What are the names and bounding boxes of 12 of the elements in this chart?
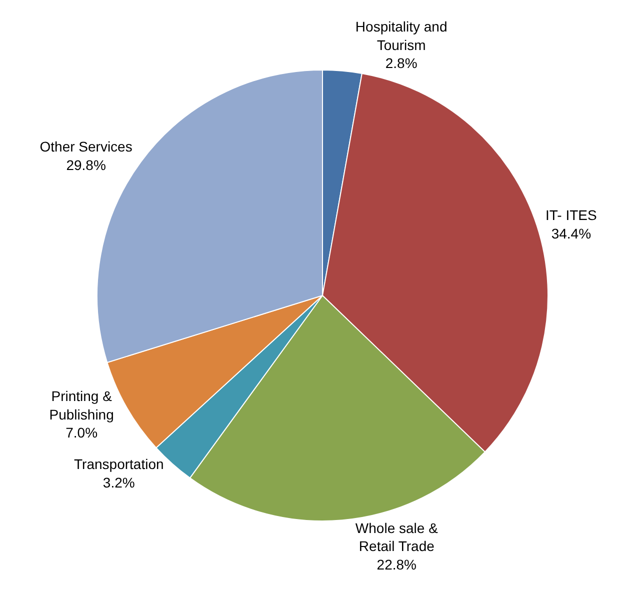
data-label: 3.2% [102,474,135,490]
data-label: 7.0% [66,424,98,441]
slice-label: Transportation [74,456,164,472]
slice-label: Other Services [40,138,132,155]
data-label: 34.4% [551,225,592,242]
data-label: 22.8% [376,556,417,572]
slice-label: IT- ITES [546,207,597,224]
slice-label: Printing & Publishing [49,388,114,422]
data-label: 2.8% [385,55,418,72]
data-label: 29.8% [66,156,106,173]
slice-label: Hospitality and Tourism [355,18,448,53]
slice-label: Whole sale & Retail Trade [355,520,439,554]
